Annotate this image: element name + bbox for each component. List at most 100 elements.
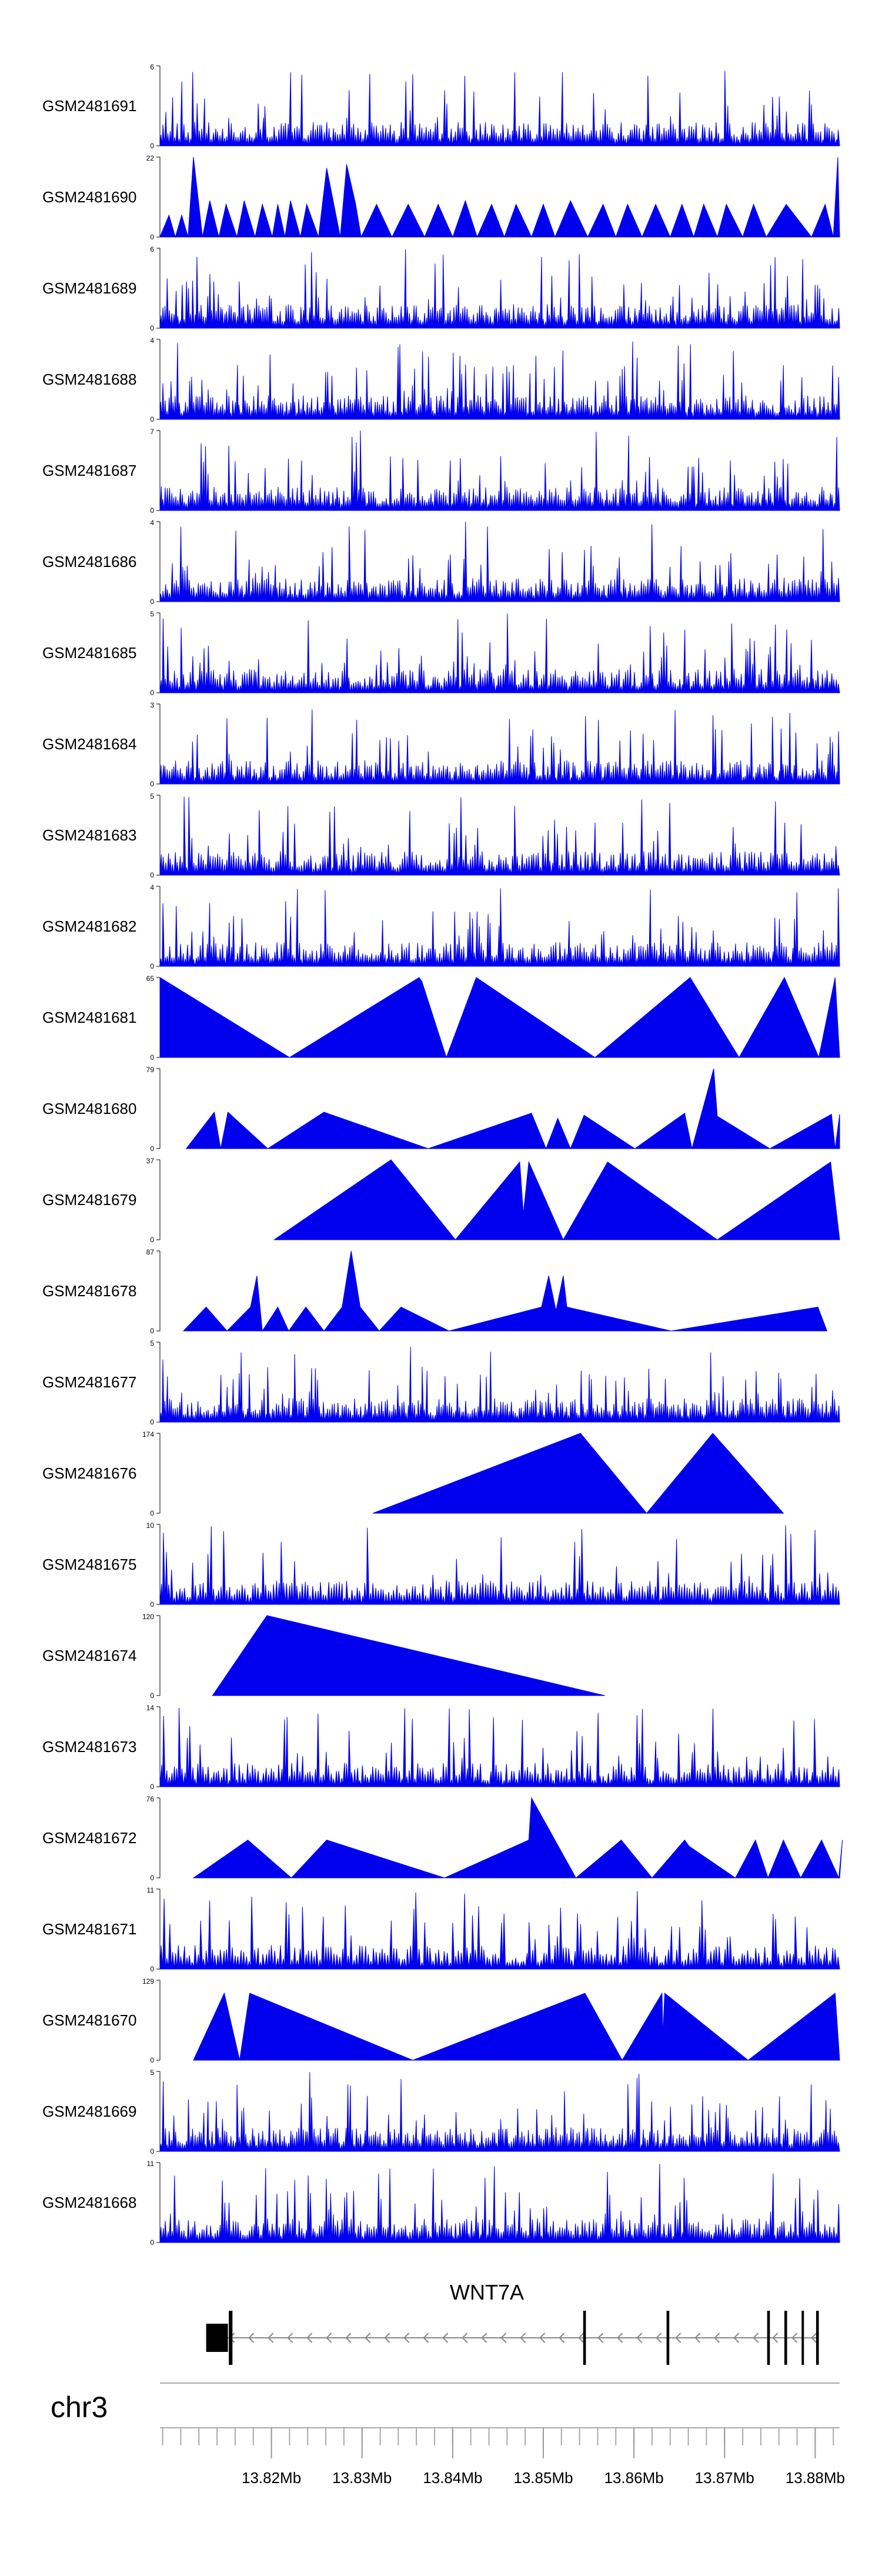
strand-arrow	[345, 2333, 352, 2343]
coverage-area	[159, 249, 840, 329]
y-tick-label-max: 79	[146, 1066, 155, 1074]
track-GSM2481679: GSM2481679 37 0	[42, 1157, 840, 1244]
y-tick-label-zero: 0	[150, 1965, 154, 1973]
track-label: GSM2481683	[42, 826, 136, 844]
y-tick-label-zero: 0	[150, 871, 154, 879]
y-tick-label-zero: 0	[150, 2147, 154, 2155]
y-tick-label-max: 7	[150, 428, 154, 436]
strand-arrow	[403, 2333, 410, 2343]
coverage-area	[159, 2164, 840, 2243]
exon	[206, 2324, 228, 2352]
y-tick-label-max: 6	[150, 245, 154, 253]
y-tick-label-zero: 0	[150, 2056, 154, 2064]
coverage-area	[159, 2072, 840, 2152]
track-label: GSM2481690	[42, 188, 136, 206]
y-tick-label-max: 3	[150, 701, 154, 709]
y-tick-label-zero: 0	[150, 1600, 154, 1609]
coverage-area	[159, 976, 840, 1059]
strand-arrow	[578, 2333, 584, 2343]
y-tick-label-max: 14	[146, 1704, 155, 1712]
track-GSM2481670: GSM2481670 129 0	[42, 1977, 840, 2064]
coverage-area	[193, 1992, 840, 2061]
track-label: GSM2481686	[42, 553, 136, 570]
chromosome-axis: chr3 13.82Mb 13.83Mb 13.84Mb 13.85Mb 13.86Mb 1…	[51, 2383, 845, 2487]
coverage-area	[212, 1615, 605, 1696]
coverage-area	[159, 522, 840, 602]
coverage-tracks: GSM248169160GSM2481690220GSM248168960GSM…	[42, 63, 843, 2247]
coverage-area	[159, 796, 840, 876]
track-label: GSM2481674	[42, 1647, 136, 1664]
y-tick-label-max: 5	[150, 2068, 154, 2077]
track-GSM2481688: GSM2481688 4 0	[42, 336, 840, 423]
coverage-area	[182, 1250, 828, 1332]
strand-arrow	[675, 2333, 681, 2343]
strand-arrow	[539, 2333, 546, 2343]
track-label: GSM2481681	[42, 1009, 136, 1026]
coverage-area	[159, 613, 840, 693]
y-tick-label-zero: 0	[150, 1327, 154, 1335]
track-GSM2481674: GSM2481674 120 0	[42, 1613, 605, 1700]
y-tick-label-zero: 0	[150, 1144, 154, 1153]
strand-arrow	[481, 2333, 487, 2343]
strand-arrow	[442, 2333, 449, 2343]
strand-arrow	[772, 2333, 779, 2343]
exon	[816, 2311, 819, 2365]
strand-arrow	[617, 2333, 623, 2343]
y-tick-label-max: 65	[146, 975, 155, 983]
strand-arrow	[423, 2333, 429, 2343]
track-GSM2481687: GSM2481687 7 0	[42, 428, 840, 515]
track-GSM2481676: GSM2481676 174 0	[42, 1430, 784, 1517]
track-GSM2481678: GSM2481678 87 0	[42, 1248, 828, 1335]
strand-arrow	[694, 2333, 701, 2343]
coverage-area	[159, 1707, 840, 1787]
coverage-area	[159, 1891, 840, 1970]
track-GSM2481682: GSM2481682 4 0	[42, 883, 840, 970]
strand-arrow	[597, 2333, 604, 2343]
strand-arrow	[656, 2333, 662, 2343]
strand-arrow	[811, 2333, 817, 2343]
track-label: GSM2481668	[42, 2194, 136, 2211]
track-GSM2481685: GSM2481685 5 0	[42, 610, 840, 697]
track-GSM2481672: GSM2481672 76 0	[42, 1795, 843, 1882]
track-label: GSM2481670	[42, 2011, 136, 2029]
track-label: GSM2481682	[42, 917, 136, 935]
y-tick-label-zero: 0	[150, 962, 154, 970]
y-tick-label-zero: 0	[150, 598, 154, 606]
y-tick-label-max: 4	[150, 519, 154, 527]
coverage-area	[192, 1797, 843, 1879]
coverage-area	[373, 1433, 784, 1514]
track-GSM2481671: GSM2481671 11 0	[42, 1886, 840, 1973]
track-GSM2481668: GSM2481668 11 0	[42, 2160, 840, 2247]
strand-arrow	[462, 2333, 468, 2343]
coverage-area	[159, 156, 840, 238]
coverage-area	[159, 709, 840, 785]
track-GSM2481680: GSM2481680 79 0	[42, 1066, 840, 1153]
y-tick-label-max: 129	[142, 1977, 154, 1986]
track-label: GSM2481671	[42, 1920, 136, 1938]
coverage-area	[159, 71, 840, 146]
track-label: GSM2481679	[42, 1191, 136, 1209]
strand-arrow	[384, 2333, 390, 2343]
strand-arrow	[791, 2333, 798, 2343]
x-tick-label: 13.87Mb	[695, 2469, 754, 2487]
y-tick-label-max: 5	[150, 792, 154, 800]
y-tick-label-zero: 0	[150, 1691, 154, 1700]
track-label: GSM2481684	[42, 735, 136, 753]
coverage-area	[159, 1346, 840, 1423]
y-tick-label-max: 22	[146, 154, 155, 162]
strand-arrow	[326, 2333, 332, 2343]
y-tick-label-zero: 0	[150, 2238, 154, 2247]
strand-arrow	[500, 2333, 507, 2343]
y-tick-label-max: 10	[146, 1521, 155, 1530]
gene-track: WNT7A	[206, 2280, 819, 2365]
y-tick-label-zero: 0	[150, 1509, 154, 1517]
exon	[767, 2311, 770, 2365]
strand-arrow	[287, 2333, 293, 2343]
y-tick-label-max: 6	[150, 63, 154, 71]
y-tick-label-zero: 0	[150, 780, 154, 788]
strand-arrow	[520, 2333, 526, 2343]
strand-arrow	[248, 2333, 255, 2343]
track-label: GSM2481689	[42, 279, 136, 297]
coverage-area	[159, 888, 840, 967]
